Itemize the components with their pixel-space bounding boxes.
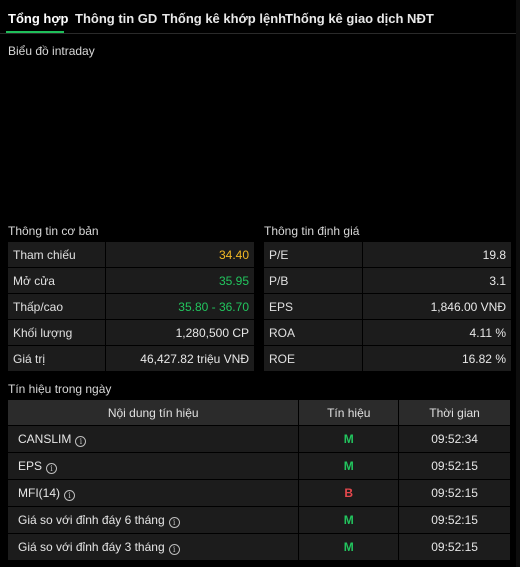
signal-value: M [298, 452, 400, 480]
valuation-label: EPS [263, 293, 363, 320]
basic-info-row: Khối lượng 1,280,500 CP [7, 319, 256, 346]
valuation-title: Thông tin định giá [264, 224, 360, 238]
signals-table: Nội dung tín hiệu Tín hiệu Thời gian CAN… [6, 399, 511, 561]
valuation-value: 1,846.00 VNĐ [361, 293, 512, 320]
signal-value: B [298, 479, 400, 507]
signal-row: EPS i M 09:52:15 [6, 452, 511, 480]
tab-bar: Tổng hợp Thông tin GD Thống kê khớp lệnh… [0, 0, 520, 34]
signal-content-cell: CANSLIM i [6, 425, 300, 453]
basic-info-value: 1,280,500 CP [104, 319, 256, 346]
info-icon[interactable]: i [168, 543, 180, 555]
signal-row: CANSLIM i M 09:52:34 [6, 425, 511, 453]
basic-info-value: 35.80 - 36.70 [104, 293, 256, 320]
valuation-row: ROA 4.11 % [263, 319, 512, 346]
valuation-label: ROE [263, 345, 363, 372]
valuation-value: 19.8 [361, 241, 512, 268]
tab-tong-hop[interactable]: Tổng hợp [8, 11, 69, 26]
basic-info-row: Giá trị 46,427.82 triệu VNĐ [7, 345, 256, 372]
signals-header-row: Nội dung tín hiệu Tín hiệu Thời gian [6, 399, 511, 426]
active-tab-indicator [6, 31, 64, 33]
basic-info-row: Thấp/cao 35.80 - 36.70 [7, 293, 256, 320]
valuation-value: 16.82 % [361, 345, 512, 372]
info-icon[interactable]: i [64, 489, 75, 501]
info-icon[interactable]: i [46, 462, 58, 474]
basic-info-table: Tham chiếu 34.40 Mở cửa 35.95 Thấp/cao 35.80 … [7, 241, 256, 372]
basic-info-label: Mở cửa [7, 267, 106, 294]
signal-time: 09:52:15 [398, 479, 511, 507]
intraday-chart-area [8, 62, 512, 212]
signal-time: 09:52:15 [398, 506, 511, 534]
basic-info-title: Thông tin cơ bản [8, 224, 99, 238]
signal-row: Giá so với đỉnh đáy 6 tháng i M 09:52:15 [6, 506, 511, 534]
signal-content-cell: MFI(14) i [6, 479, 300, 507]
info-icon[interactable]: i [75, 435, 87, 447]
signal-content-label: MFI(14) [18, 485, 60, 500]
valuation-label: P/E [263, 241, 363, 268]
basic-info-label: Khối lượng [7, 319, 106, 346]
valuation-row: ROE 16.82 % [263, 345, 512, 372]
valuation-row: P/E 19.8 [263, 241, 512, 268]
valuation-row: P/B 3.1 [263, 267, 512, 294]
header-content: Nội dung tín hiệu [6, 399, 300, 426]
scrollbar-track[interactable] [516, 0, 520, 567]
signal-content-label: Giá so với đỉnh đáy 6 tháng [18, 512, 165, 527]
basic-info-value: 34.40 [104, 241, 256, 268]
signal-row: MFI(14) i B 09:52:15 [6, 479, 511, 507]
signal-content-label: CANSLIM [18, 431, 72, 446]
valuation-label: ROA [263, 319, 363, 346]
basic-info-row: Tham chiếu 34.40 [7, 241, 256, 268]
valuation-label: P/B [263, 267, 363, 294]
valuation-table: P/E 19.8 P/B 3.1 EPS 1,846.00 VNĐ ROA 4.11 % ROE… [263, 241, 512, 372]
signal-time: 09:52:15 [398, 533, 511, 561]
basic-info-label: Giá trị [7, 345, 106, 372]
tab-thong-tin-gd[interactable]: Thông tin GD [75, 11, 158, 26]
signal-value: M [298, 506, 400, 534]
signal-content-cell: EPS i [6, 452, 300, 480]
basic-info-label: Tham chiếu [7, 241, 106, 268]
signal-content-label: Giá so với đỉnh đáy 3 tháng [18, 539, 165, 554]
valuation-value: 3.1 [361, 267, 512, 294]
signal-time: 09:52:34 [398, 425, 511, 453]
basic-info-label: Thấp/cao [7, 293, 106, 320]
header-time: Thời gian [398, 399, 511, 426]
info-icon[interactable]: i [168, 516, 180, 528]
signal-content-cell: Giá so với đỉnh đáy 3 tháng i [6, 533, 300, 561]
signal-time: 09:52:15 [398, 452, 511, 480]
valuation-value: 4.11 % [361, 319, 512, 346]
valuation-row: EPS 1,846.00 VNĐ [263, 293, 512, 320]
basic-info-row: Mở cửa 35.95 [7, 267, 256, 294]
signal-value: M [298, 533, 400, 561]
tab-thong-ke-giao-dich-ndt[interactable]: Thống kê giao dịch NĐT [285, 11, 434, 26]
signal-value: M [298, 425, 400, 453]
signal-content-label: EPS [18, 458, 43, 473]
signal-row: Giá so với đỉnh đáy 3 tháng i M 09:52:15 [6, 533, 511, 561]
basic-info-value: 46,427.82 triệu VNĐ [104, 345, 256, 372]
header-signal: Tín hiệu [298, 399, 400, 426]
basic-info-value: 35.95 [104, 267, 256, 294]
tab-thong-ke-khop-lenh[interactable]: Thống kê khớp lệnh [162, 11, 287, 26]
signals-title: Tín hiệu trong ngày [8, 382, 112, 396]
intraday-chart-title: Biểu đồ intraday [8, 44, 95, 58]
signal-content-cell: Giá so với đỉnh đáy 6 tháng i [6, 506, 300, 534]
